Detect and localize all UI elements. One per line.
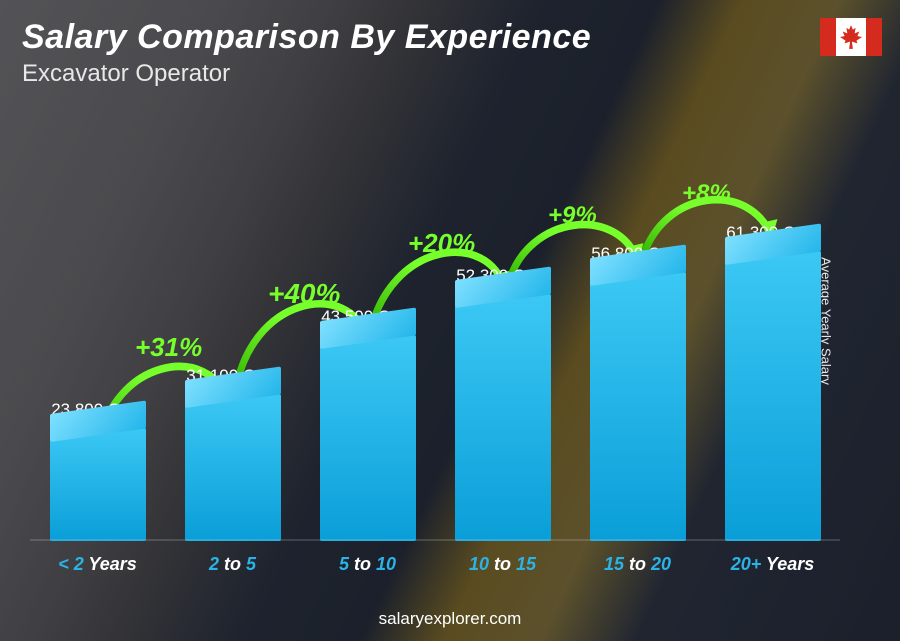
x-axis-label: < 2 Years	[38, 554, 158, 575]
maple-leaf-icon	[840, 25, 862, 49]
bar: 52,300 CAD	[443, 266, 563, 541]
chart-subtitle: Excavator Operator	[22, 60, 230, 88]
bar-shape	[590, 272, 686, 541]
percent-increase-label: +31%	[135, 332, 202, 363]
bar: 61,300 CAD	[713, 223, 833, 541]
canada-flag-icon	[820, 18, 882, 56]
chart-baseline	[30, 539, 840, 541]
bar-shape	[320, 335, 416, 541]
chart-canvas: Salary Comparison By Experience Excavato…	[0, 0, 900, 641]
percent-increase-label: +40%	[268, 278, 340, 310]
x-axis-label: 2 to 5	[173, 554, 293, 575]
x-axis-label: 10 to 15	[443, 554, 563, 575]
x-axis-label: 20+ Years	[713, 554, 833, 575]
bar-shape	[725, 251, 821, 541]
percent-increase-label: +8%	[682, 180, 731, 208]
percent-increase-label: +20%	[408, 228, 475, 259]
bar-shape	[185, 394, 281, 541]
x-axis-labels: < 2 Years 2 to 5 5 to 10 10 to 15 15 to 20 20…	[30, 547, 840, 581]
bar-shape	[455, 294, 551, 541]
bar: 56,800 CAD	[578, 244, 698, 541]
chart-title: Salary Comparison By Experience	[22, 18, 591, 57]
bar-shape	[50, 428, 146, 541]
footer-credit: salaryexplorer.com	[0, 609, 900, 629]
bar-chart: 23,800 CAD31,100 CAD43,500 CAD52,300 CAD…	[30, 120, 840, 581]
bar: 43,500 CAD	[308, 307, 428, 541]
bar: 31,100 CAD	[173, 366, 293, 541]
bar: 23,800 CAD	[38, 400, 158, 541]
x-axis-label: 15 to 20	[578, 554, 698, 575]
x-axis-label: 5 to 10	[308, 554, 428, 575]
percent-increase-label: +9%	[548, 202, 597, 230]
